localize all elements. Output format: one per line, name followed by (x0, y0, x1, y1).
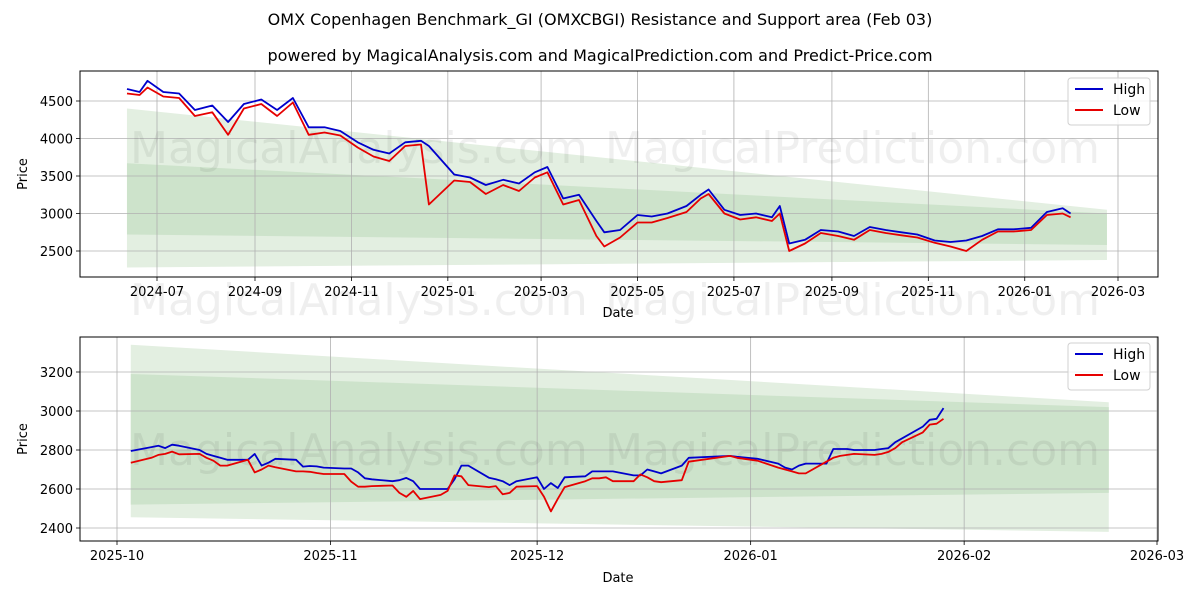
x-tick-label: 2024-09 (228, 285, 282, 300)
x-tick-label: 2025-05 (610, 285, 664, 300)
low-price-line (126, 86, 1071, 252)
y-axis-label: Price (16, 423, 31, 455)
watermark-prediction: MagicalPrediction.com (605, 123, 1100, 174)
x-axis-label: Date (602, 571, 633, 586)
x-tick-label: 2026-03 (1091, 285, 1145, 300)
watermark-analysis: MagicalAnalysis.com (130, 425, 588, 476)
watermark-prediction-lower: MagicalPrediction.com (605, 275, 1100, 326)
x-tick-label: 2025-10 (90, 549, 144, 564)
inner-band (126, 163, 1107, 245)
x-tick-label: 2024-11 (324, 285, 378, 300)
chart-subtitle: powered by MagicalAnalysis.com and Magic… (267, 46, 933, 65)
x-tick-label: 2025-11 (303, 549, 357, 564)
y-tick-label: 3200 (40, 366, 73, 381)
x-tick-label: 2025-01 (421, 285, 475, 300)
x-tick-label: 2025-11 (901, 285, 955, 300)
x-tick-label: 2026-01 (723, 549, 777, 564)
legend-high-label: High (1113, 347, 1145, 363)
y-tick-label: 2600 (40, 483, 73, 498)
legend-low-label: Low (1113, 368, 1141, 384)
x-axis-label: Date (602, 306, 633, 321)
high-price-line (126, 79, 1072, 245)
y-tick-label: 4000 (40, 133, 73, 148)
y-tick-label: 4500 (40, 95, 73, 110)
bottom-chart-panel: MagicalAnalysis.com MagicalPrediction.co… (16, 336, 1184, 586)
price-lines (130, 407, 945, 513)
grid-lines (80, 71, 1158, 277)
x-tick-label: 2025-12 (510, 549, 564, 564)
x-tick-label: 2025-07 (707, 285, 761, 300)
legend: High Low (1067, 77, 1151, 126)
plot-frame (79, 336, 1159, 542)
x-tick-label: 2025-03 (514, 285, 568, 300)
y-tick-label: 3500 (40, 170, 73, 185)
x-tick-label: 2024-07 (130, 285, 184, 300)
x-tick-label: 2026-01 (998, 285, 1052, 300)
grid-lines (80, 337, 1158, 541)
legend-low-label: Low (1113, 103, 1141, 119)
plot-frame (79, 70, 1159, 278)
inner-band (130, 373, 1109, 505)
y-axis-label: Price (16, 158, 31, 190)
y-tick-label: 2500 (40, 245, 73, 260)
y-tick-label: 2800 (40, 444, 73, 459)
axis-ticks: 2024-07 2024-09 2024-11 2025-01 2025-03 2025-… (40, 95, 1145, 300)
x-tick-label: 2025-09 (805, 285, 859, 300)
y-tick-label: 2400 (40, 522, 73, 537)
x-tick-label: 2026-03 (1130, 549, 1184, 564)
x-tick-label: 2026-02 (937, 549, 991, 564)
price-lines (126, 79, 1072, 252)
legend-high-label: High (1113, 82, 1145, 98)
top-chart-panel: MagicalAnalysis.com MagicalPrediction.co… (16, 70, 1159, 326)
axis-ticks: 2025-10 2025-11 2025-12 2026-01 2026-02 2026-… (40, 366, 1184, 564)
y-tick-label: 3000 (40, 208, 73, 223)
watermark-analysis-lower: MagicalAnalysis.com (130, 275, 588, 326)
chart-title: OMX Copenhagen Benchmark_GI (OMXCBGI) Re… (267, 10, 933, 29)
y-tick-label: 3000 (40, 405, 73, 420)
legend: High Low (1067, 342, 1151, 391)
low-price-line (130, 418, 945, 513)
